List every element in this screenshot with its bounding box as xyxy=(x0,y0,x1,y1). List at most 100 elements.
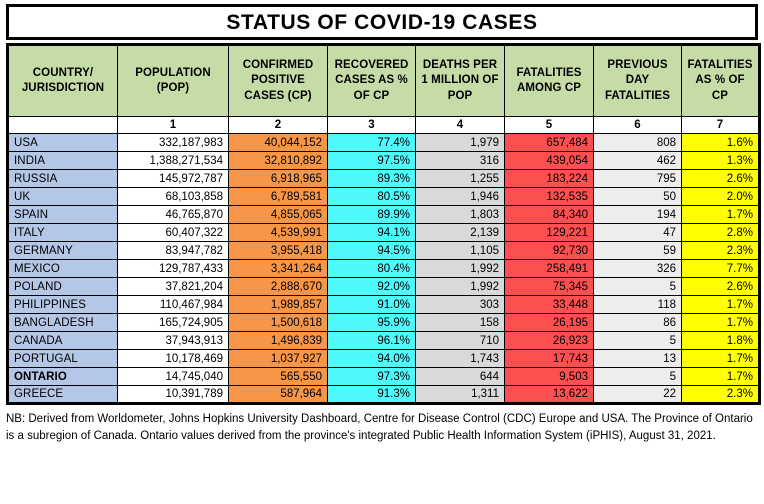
column-header-country: COUNTRY/ JURISDICTION xyxy=(7,44,118,117)
cell-fatalities-pct: 1.8% xyxy=(681,331,760,350)
cell-country: MEXICO xyxy=(7,259,118,278)
cell-deaths-per-million: 1,743 xyxy=(415,349,505,368)
cell-previous-day-fatalities: 808 xyxy=(593,133,682,152)
cell-fatalities: 84,340 xyxy=(504,205,594,224)
covid-status-table: COUNTRY/ JURISDICTION POPULATION (POP) C… xyxy=(6,43,761,405)
cell-fatalities: 9,503 xyxy=(504,367,594,386)
column-number-recovered-pct: 3 xyxy=(327,116,416,134)
table-row: BANGLADESH 165,724,905 1,500,618 95.9% 158 26… xyxy=(7,313,760,332)
cell-fatalities-pct: 2.8% xyxy=(681,223,760,242)
cell-country: BANGLADESH xyxy=(7,313,118,332)
cell-population: 68,103,858 xyxy=(117,187,229,206)
column-header-population: POPULATION (POP) xyxy=(117,44,229,117)
cell-recovered-pct: 96.1% xyxy=(327,331,416,350)
cell-fatalities-pct: 2.3% xyxy=(681,385,760,404)
cell-country: PORTUGAL xyxy=(7,349,118,368)
cell-confirmed-cases: 3,955,418 xyxy=(228,241,328,260)
page-title-bar: STATUS OF COVID-19 CASES xyxy=(6,4,758,40)
table-body: USA 332,187,983 40,044,152 77.4% 1,979 657,48… xyxy=(7,133,760,404)
table-header: COUNTRY/ JURISDICTION POPULATION (POP) C… xyxy=(7,44,760,134)
cell-previous-day-fatalities: 47 xyxy=(593,223,682,242)
cell-fatalities: 26,195 xyxy=(504,313,594,332)
table-row: SPAIN 46,765,870 4,855,065 89.9% 1,803 84,340… xyxy=(7,205,760,224)
cell-deaths-per-million: 2,139 xyxy=(415,223,505,242)
cell-previous-day-fatalities: 5 xyxy=(593,277,682,296)
cell-confirmed-cases: 1,496,839 xyxy=(228,331,328,350)
cell-population: 37,943,913 xyxy=(117,331,229,350)
column-header-fatalities-pct: FATALITIES AS % OF CP xyxy=(681,44,760,117)
cell-country: SPAIN xyxy=(7,205,118,224)
cell-fatalities: 657,484 xyxy=(504,133,594,152)
cell-deaths-per-million: 1,979 xyxy=(415,133,505,152)
cell-fatalities-pct: 2.3% xyxy=(681,241,760,260)
cell-fatalities-pct: 1.7% xyxy=(681,367,760,386)
cell-fatalities-pct: 2.6% xyxy=(681,169,760,188)
cell-deaths-per-million: 316 xyxy=(415,151,505,170)
cell-confirmed-cases: 3,341,264 xyxy=(228,259,328,278)
table-row: ITALY 60,407,322 4,539,991 94.1% 2,139 129,22… xyxy=(7,223,760,242)
cell-confirmed-cases: 4,855,065 xyxy=(228,205,328,224)
cell-fatalities: 92,730 xyxy=(504,241,594,260)
column-number-fatalities-pct: 7 xyxy=(681,116,760,134)
table-row: POLAND 37,821,204 2,888,670 92.0% 1,992 75,34… xyxy=(7,277,760,296)
cell-deaths-per-million: 303 xyxy=(415,295,505,314)
cell-population: 165,724,905 xyxy=(117,313,229,332)
cell-deaths-per-million: 1,255 xyxy=(415,169,505,188)
column-number-deaths-per-million: 4 xyxy=(415,116,505,134)
cell-recovered-pct: 94.0% xyxy=(327,349,416,368)
cell-deaths-per-million: 158 xyxy=(415,313,505,332)
cell-deaths-per-million: 1,105 xyxy=(415,241,505,260)
cell-fatalities-pct: 1.7% xyxy=(681,295,760,314)
cell-country: ONTARIO xyxy=(7,367,118,386)
cell-previous-day-fatalities: 795 xyxy=(593,169,682,188)
cell-population: 60,407,322 xyxy=(117,223,229,242)
cell-fatalities: 258,491 xyxy=(504,259,594,278)
table-row: PORTUGAL 10,178,469 1,037,927 94.0% 1,743 17,… xyxy=(7,349,760,368)
cell-confirmed-cases: 2,888,670 xyxy=(228,277,328,296)
cell-deaths-per-million: 1,311 xyxy=(415,385,505,404)
cell-fatalities-pct: 1.7% xyxy=(681,349,760,368)
cell-fatalities: 75,345 xyxy=(504,277,594,296)
cell-recovered-pct: 97.3% xyxy=(327,367,416,386)
cell-country: GREECE xyxy=(7,385,118,404)
cell-fatalities-pct: 1.6% xyxy=(681,133,760,152)
cell-previous-day-fatalities: 50 xyxy=(593,187,682,206)
cell-previous-day-fatalities: 462 xyxy=(593,151,682,170)
cell-deaths-per-million: 710 xyxy=(415,331,505,350)
cell-confirmed-cases: 1,989,857 xyxy=(228,295,328,314)
cell-previous-day-fatalities: 86 xyxy=(593,313,682,332)
cell-previous-day-fatalities: 5 xyxy=(593,367,682,386)
cell-population: 46,765,870 xyxy=(117,205,229,224)
cell-recovered-pct: 80.5% xyxy=(327,187,416,206)
cell-previous-day-fatalities: 22 xyxy=(593,385,682,404)
cell-confirmed-cases: 1,037,927 xyxy=(228,349,328,368)
cell-deaths-per-million: 1,946 xyxy=(415,187,505,206)
cell-population: 1,388,271,534 xyxy=(117,151,229,170)
column-number-fatalities: 5 xyxy=(504,116,594,134)
cell-country: INDIA xyxy=(7,151,118,170)
cell-country: ITALY xyxy=(7,223,118,242)
cell-confirmed-cases: 4,539,991 xyxy=(228,223,328,242)
table-row: USA 332,187,983 40,044,152 77.4% 1,979 657,48… xyxy=(7,133,760,152)
cell-fatalities-pct: 2.6% xyxy=(681,277,760,296)
table-row: RUSSIA 145,972,787 6,918,965 89.3% 1,255 183,… xyxy=(7,169,760,188)
column-number-country xyxy=(7,116,118,134)
cell-population: 14,745,040 xyxy=(117,367,229,386)
cell-population: 145,972,787 xyxy=(117,169,229,188)
cell-previous-day-fatalities: 118 xyxy=(593,295,682,314)
header-label-row: COUNTRY/ JURISDICTION POPULATION (POP) C… xyxy=(7,44,760,117)
cell-country: CANADA xyxy=(7,331,118,350)
cell-deaths-per-million: 1,803 xyxy=(415,205,505,224)
cell-recovered-pct: 94.5% xyxy=(327,241,416,260)
cell-previous-day-fatalities: 5 xyxy=(593,331,682,350)
cell-recovered-pct: 91.3% xyxy=(327,385,416,404)
cell-previous-day-fatalities: 326 xyxy=(593,259,682,278)
cell-fatalities-pct: 1.3% xyxy=(681,151,760,170)
cell-population: 37,821,204 xyxy=(117,277,229,296)
cell-recovered-pct: 94.1% xyxy=(327,223,416,242)
column-number-confirmed-cases: 2 xyxy=(228,116,328,134)
column-number-population: 1 xyxy=(117,116,229,134)
cell-fatalities: 183,224 xyxy=(504,169,594,188)
footnote-note: NB: Derived from Worldometer, Johns Hopk… xyxy=(6,413,753,442)
